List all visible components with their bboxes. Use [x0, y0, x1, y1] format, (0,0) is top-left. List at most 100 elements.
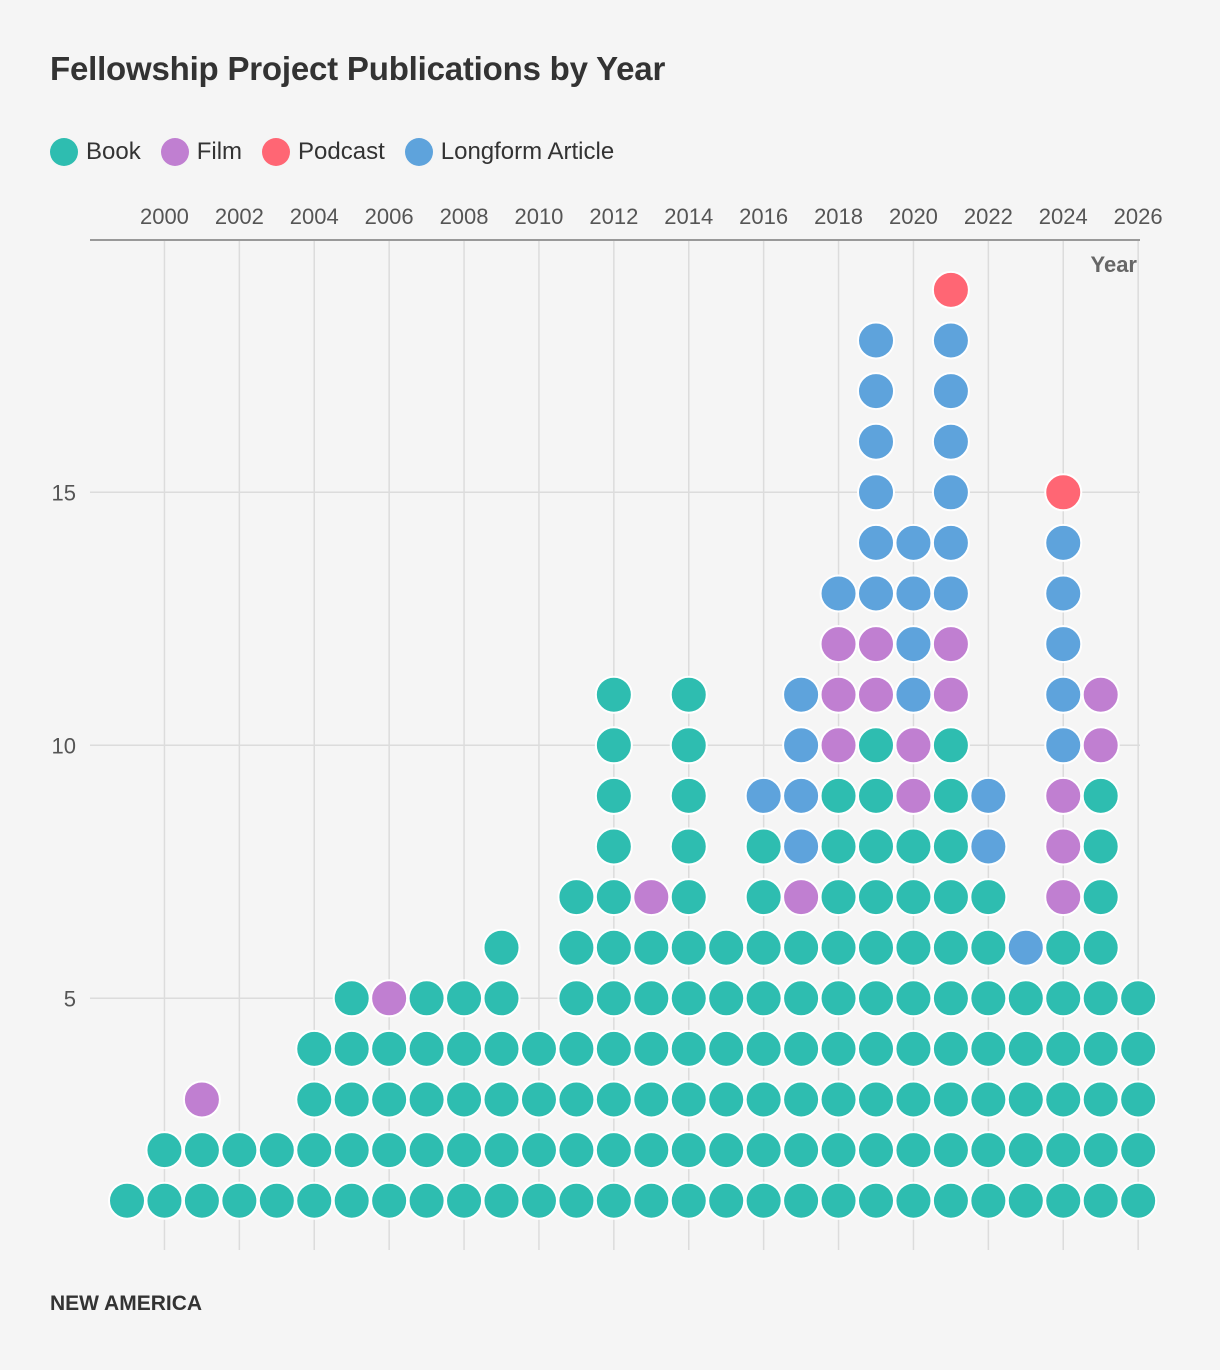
dot-book-2018-9[interactable]	[819, 776, 858, 815]
dot-book-2012-7[interactable]	[594, 878, 633, 917]
dot-book-2024-4[interactable]	[1044, 1029, 1083, 1068]
dot-book-2002-1[interactable]	[220, 1181, 259, 1220]
dot-book-2005-4[interactable]	[332, 1029, 371, 1068]
dot-film-2019-11[interactable]	[857, 675, 895, 714]
dot-book-2013-3[interactable]	[632, 1080, 671, 1119]
dot-book-2003-1[interactable]	[257, 1181, 296, 1220]
dot-book-2018-4[interactable]	[819, 1029, 858, 1068]
dot-longform-article-2017-11[interactable]	[782, 675, 821, 714]
dot-book-2017-1[interactable]	[782, 1181, 821, 1220]
dot-book-2012-2[interactable]	[594, 1131, 633, 1170]
dot-book-2009-6[interactable]	[482, 928, 521, 967]
dot-film-2024-9[interactable]	[1044, 776, 1083, 815]
dot-book-2021-6[interactable]	[931, 928, 970, 967]
dot-film-2001-3[interactable]	[182, 1080, 221, 1119]
dot-book-2019-7[interactable]	[857, 878, 895, 917]
dot-book-2021-5[interactable]	[931, 979, 970, 1018]
dot-book-2019-8[interactable]	[857, 827, 895, 866]
dot-book-2007-1[interactable]	[407, 1181, 446, 1220]
dot-book-2022-2[interactable]	[969, 1131, 1008, 1170]
dot-book-2013-2[interactable]	[632, 1131, 671, 1170]
dot-book-2009-5[interactable]	[482, 979, 521, 1018]
dot-book-2022-4[interactable]	[969, 1029, 1008, 1068]
dot-book-2011-6[interactable]	[557, 928, 596, 967]
dot-longform-article-2021-14[interactable]	[931, 523, 970, 562]
dot-book-2026-4[interactable]	[1119, 1029, 1158, 1068]
dot-longform-article-2024-12[interactable]	[1044, 625, 1083, 664]
dot-book-2021-4[interactable]	[931, 1029, 970, 1068]
dot-book-2020-2[interactable]	[894, 1131, 933, 1170]
dot-book-2015-6[interactable]	[707, 928, 746, 967]
dot-book-2015-5[interactable]	[707, 979, 746, 1018]
dot-book-2012-10[interactable]	[594, 726, 633, 765]
dot-book-2019-6[interactable]	[857, 928, 895, 967]
dot-book-2007-4[interactable]	[407, 1029, 446, 1068]
dot-book-2012-5[interactable]	[594, 979, 633, 1018]
dot-book-1999-1[interactable]	[108, 1181, 146, 1220]
dot-book-2021-8[interactable]	[931, 827, 970, 866]
dot-book-2011-7[interactable]	[557, 878, 596, 917]
dot-book-2016-5[interactable]	[744, 979, 783, 1018]
dot-book-2025-8[interactable]	[1081, 827, 1120, 866]
dot-book-2001-2[interactable]	[182, 1131, 221, 1170]
dot-book-2026-3[interactable]	[1119, 1080, 1158, 1119]
dot-book-2014-9[interactable]	[669, 776, 708, 815]
dot-book-2020-7[interactable]	[894, 878, 933, 917]
dot-book-2012-6[interactable]	[594, 928, 633, 967]
dot-book-2014-10[interactable]	[669, 726, 708, 765]
dot-longform-article-2018-13[interactable]	[819, 574, 858, 613]
dot-book-2014-5[interactable]	[669, 979, 708, 1018]
dot-book-2017-3[interactable]	[782, 1080, 821, 1119]
dot-longform-article-2021-13[interactable]	[931, 574, 970, 613]
dot-book-2024-5[interactable]	[1044, 979, 1083, 1018]
dot-film-2021-11[interactable]	[931, 675, 970, 714]
dot-longform-article-2024-14[interactable]	[1044, 523, 1083, 562]
dot-book-2014-3[interactable]	[669, 1080, 708, 1119]
dot-book-2019-1[interactable]	[857, 1181, 895, 1220]
dot-book-2023-1[interactable]	[1006, 1181, 1045, 1220]
dot-book-2014-8[interactable]	[669, 827, 708, 866]
dot-longform-article-2021-17[interactable]	[931, 372, 970, 411]
dot-book-2026-2[interactable]	[1119, 1131, 1158, 1170]
dot-book-2016-3[interactable]	[744, 1080, 783, 1119]
dot-book-2007-5[interactable]	[407, 979, 446, 1018]
dot-longform-article-2019-17[interactable]	[857, 372, 895, 411]
dot-book-2017-2[interactable]	[782, 1131, 821, 1170]
dot-book-2019-4[interactable]	[857, 1029, 895, 1068]
dot-longform-article-2017-8[interactable]	[782, 827, 821, 866]
dot-book-2004-2[interactable]	[295, 1131, 334, 1170]
dot-book-2009-3[interactable]	[482, 1080, 521, 1119]
dot-book-2010-2[interactable]	[519, 1131, 558, 1170]
dot-longform-article-2020-11[interactable]	[894, 675, 933, 714]
dot-longform-article-2024-11[interactable]	[1044, 675, 1083, 714]
dot-book-2020-5[interactable]	[894, 979, 933, 1018]
dot-book-2015-3[interactable]	[707, 1080, 746, 1119]
dot-book-2014-11[interactable]	[669, 675, 708, 714]
dot-book-2012-4[interactable]	[594, 1029, 633, 1068]
dot-book-2025-3[interactable]	[1081, 1080, 1120, 1119]
dot-longform-article-2016-9[interactable]	[744, 776, 783, 815]
dot-book-2015-4[interactable]	[707, 1029, 746, 1068]
dot-book-2005-3[interactable]	[332, 1080, 371, 1119]
dot-book-2015-1[interactable]	[707, 1181, 746, 1220]
dot-book-2018-8[interactable]	[819, 827, 858, 866]
dot-longform-article-2017-9[interactable]	[782, 776, 821, 815]
dot-book-2018-3[interactable]	[819, 1080, 858, 1119]
dot-book-2008-5[interactable]	[445, 979, 484, 1018]
dot-book-2004-3[interactable]	[295, 1080, 334, 1119]
dot-book-2023-5[interactable]	[1006, 979, 1045, 1018]
dot-book-2012-9[interactable]	[594, 776, 633, 815]
dot-book-2016-8[interactable]	[744, 827, 783, 866]
dot-book-2003-2[interactable]	[257, 1131, 296, 1170]
dot-book-2019-5[interactable]	[857, 979, 895, 1018]
dot-book-2012-1[interactable]	[594, 1181, 633, 1220]
dot-book-2019-9[interactable]	[857, 776, 895, 815]
dot-book-2010-1[interactable]	[519, 1181, 558, 1220]
dot-book-2013-5[interactable]	[632, 979, 671, 1018]
dot-longform-article-2017-10[interactable]	[782, 726, 821, 765]
dot-book-2026-1[interactable]	[1119, 1181, 1158, 1220]
dot-book-2023-2[interactable]	[1006, 1131, 1045, 1170]
dot-book-2011-4[interactable]	[557, 1029, 596, 1068]
dot-book-2025-5[interactable]	[1081, 979, 1120, 1018]
dot-book-2019-3[interactable]	[857, 1080, 895, 1119]
